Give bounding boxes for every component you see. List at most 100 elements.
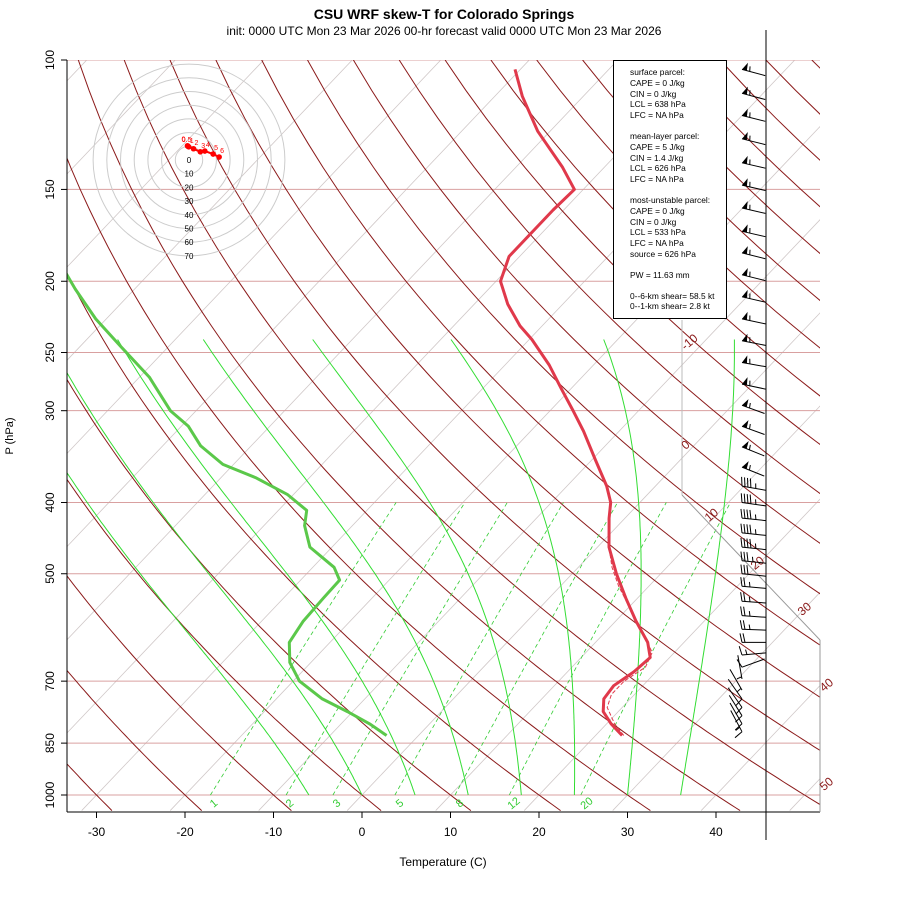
wind-barb-half bbox=[749, 358, 751, 364]
wind-barb-flag bbox=[749, 538, 752, 549]
wind-barb-half bbox=[749, 181, 751, 187]
wind-barb-half bbox=[749, 380, 751, 386]
wind-barb-pennant bbox=[742, 132, 748, 141]
wind-barb bbox=[740, 508, 766, 522]
wind-barb bbox=[740, 537, 766, 551]
dry-adiabat-line bbox=[352, 60, 820, 544]
y-axis-label: P (hPa) bbox=[4, 417, 16, 454]
surface-parcel-header: surface parcel: bbox=[630, 67, 685, 77]
hodograph-ring-label: 50 bbox=[185, 225, 194, 234]
isotherm-line bbox=[169, 125, 820, 811]
most-unstable-lfc: LFC = NA hPa bbox=[630, 238, 684, 249]
wind-barb-flag bbox=[743, 509, 746, 519]
wind-barb-flag bbox=[740, 508, 743, 519]
mixing-ratio-label: 1 bbox=[208, 797, 220, 810]
wind-barb bbox=[740, 493, 766, 507]
wind-barb-half bbox=[736, 676, 742, 680]
wind-barb-half bbox=[736, 687, 742, 693]
wind-barb-flag bbox=[740, 493, 743, 503]
hodograph-ring-label: 40 bbox=[185, 211, 194, 220]
wind-barb bbox=[740, 551, 766, 564]
most-unstable-header: most-unstable parcel: bbox=[630, 194, 711, 205]
wind-barb-flag bbox=[743, 577, 746, 587]
wind-barb-shaft bbox=[741, 340, 766, 346]
wind-barb-half bbox=[748, 611, 751, 617]
moist-adiabat-line bbox=[117, 339, 416, 796]
wind-barb bbox=[740, 592, 766, 604]
wind-barb bbox=[741, 333, 766, 346]
moist-adiabat-line bbox=[603, 339, 642, 796]
isotherm-line bbox=[67, 60, 88, 82]
most-unstable-lcl: LCL = 533 hPa bbox=[630, 227, 686, 238]
hodograph-point-label: 0.5 bbox=[182, 137, 192, 144]
wind-barb-shaft bbox=[741, 585, 766, 589]
wind-barb-flag bbox=[740, 537, 743, 548]
wind-barb-half bbox=[751, 556, 754, 562]
isotherm-line bbox=[789, 778, 820, 811]
mean-layer-header: mean-layer parcel: bbox=[630, 130, 700, 141]
wind-barb-half bbox=[749, 402, 751, 409]
wind-barb-half bbox=[749, 227, 751, 234]
chart-title: CSU WRF skew-T for Colorado Springs bbox=[313, 6, 575, 22]
mean-layer-lcl: LCL = 626 hPa bbox=[630, 163, 686, 174]
wind-barb-half bbox=[749, 135, 751, 141]
wind-barb-flag bbox=[743, 551, 746, 562]
isotherm-line bbox=[612, 591, 820, 811]
wind-barb bbox=[741, 224, 766, 238]
hodograph-ring-label: 70 bbox=[185, 252, 194, 261]
hodograph-point-label: 3 bbox=[201, 143, 205, 150]
dry-adiabat-line bbox=[67, 669, 203, 811]
mean-layer-cape: CAPE = 5 J/kg bbox=[630, 141, 685, 152]
wind-barb-flag bbox=[740, 551, 743, 561]
wind-barb-flag bbox=[743, 493, 746, 503]
wind-barb-flag bbox=[746, 565, 749, 575]
wind-barb-half bbox=[749, 249, 751, 255]
wind-barb-flag bbox=[746, 509, 749, 519]
wind-barb-shaft bbox=[741, 532, 766, 536]
hodograph-point bbox=[202, 148, 208, 154]
x-tick-label: 30 bbox=[621, 825, 635, 839]
wind-barb-flag bbox=[746, 524, 749, 534]
surface-lcl: LCL = 638 hPa bbox=[630, 99, 686, 110]
wind-barb bbox=[730, 710, 743, 739]
surface-lfc: LFC = NA hPa bbox=[630, 110, 684, 121]
wind-barb-half bbox=[754, 529, 757, 535]
shear-0-6km: 0--6-km shear= 58.5 kt bbox=[630, 290, 715, 301]
wind-barb bbox=[741, 246, 766, 260]
wind-barb-shaft bbox=[727, 678, 743, 700]
dry-adiabat-line bbox=[67, 272, 561, 812]
wind-barb bbox=[741, 155, 766, 169]
moist-adiabat-line bbox=[67, 371, 363, 796]
wind-barb-shaft bbox=[741, 517, 766, 522]
hodograph-point-label: 6 bbox=[220, 148, 224, 155]
dry-adiabat-line bbox=[719, 60, 820, 161]
wind-barb bbox=[741, 132, 766, 146]
most-unstable-cin: CIN = 0 J/kg bbox=[630, 216, 677, 227]
wind-barb-shaft bbox=[729, 702, 743, 725]
hodograph-point-label: 2 bbox=[195, 140, 199, 147]
wind-barb bbox=[741, 289, 766, 303]
y-tick-label: 850 bbox=[43, 733, 57, 753]
wind-barb-half bbox=[749, 159, 751, 165]
hodograph-ring-label: 60 bbox=[185, 238, 194, 247]
wind-barb bbox=[741, 201, 766, 214]
wind-barb-shaft bbox=[741, 207, 766, 214]
wind-barb-flag bbox=[734, 723, 743, 731]
moist-adiabat-line bbox=[450, 339, 576, 795]
wind-barb-flag bbox=[744, 477, 746, 487]
wind-barb-pennant bbox=[742, 289, 748, 298]
wind-barb-flag bbox=[746, 552, 749, 562]
moist-adiabat-line bbox=[202, 339, 469, 796]
hodograph-ring bbox=[161, 132, 217, 188]
mixing-ratio-label: 2 bbox=[284, 797, 296, 810]
wind-barb bbox=[741, 399, 765, 414]
wind-barb-pennant bbox=[742, 108, 748, 117]
wind-barb-shaft bbox=[741, 296, 766, 303]
wind-barb-half bbox=[754, 543, 757, 549]
y-tick-label: 150 bbox=[43, 179, 57, 199]
wind-barb-shaft bbox=[741, 546, 766, 551]
wind-barb-flag bbox=[743, 592, 746, 602]
wind-barb-pennant bbox=[742, 355, 748, 364]
y-tick-label: 400 bbox=[43, 492, 57, 512]
wind-barb-shaft bbox=[730, 710, 743, 732]
